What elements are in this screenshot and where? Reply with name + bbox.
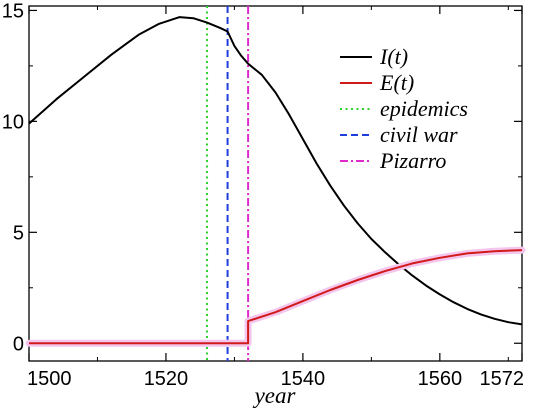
series-line-it [28, 16, 523, 326]
x-tick-label: 1500 [27, 368, 72, 390]
legend-label: E(t) [379, 70, 414, 95]
x-tick-label: 1520 [144, 368, 189, 390]
plot-frame [28, 5, 523, 362]
legend-label: epidemics [380, 96, 468, 121]
series-et-halo [25, 246, 526, 347]
series-line-et [29, 249, 523, 345]
x-tick-label: 1540 [281, 368, 326, 390]
y-tick-label: 10 [2, 111, 24, 133]
legend-label: Pizarro [379, 148, 446, 173]
x-tick-label: 1572 [480, 368, 525, 390]
legend-label: I(t) [379, 44, 408, 69]
x-axis-title: year [253, 383, 297, 408]
y-tick-label: 15 [2, 0, 24, 22]
legend-label: civil war [380, 122, 458, 147]
y-tick-label: 5 [13, 222, 24, 244]
series-layer [25, 16, 526, 347]
ticks-layer: 1500 1520 1540 1560 1572 0 5 10 15 [2, 0, 524, 390]
reference-lines-layer [206, 6, 250, 361]
y-tick-label: 0 [13, 333, 24, 355]
x-tick-label: 1560 [418, 368, 463, 390]
